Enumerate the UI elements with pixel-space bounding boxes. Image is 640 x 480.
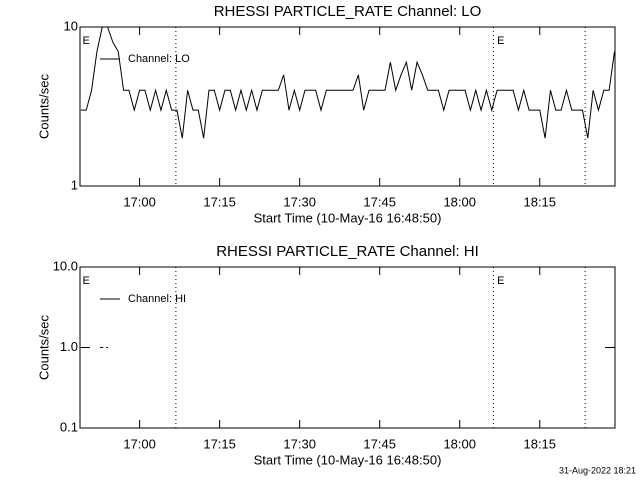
data-line (80, 26, 615, 139)
x-axis-label: Start Time (10-May-16 16:48:50) (254, 210, 442, 225)
x-tick-label: 18:15 (523, 436, 556, 451)
legend-label: Channel: LO (128, 53, 190, 65)
event-marker: E (83, 275, 90, 287)
x-tick-label: 17:15 (203, 436, 236, 451)
chart-title: RHESSI PARTICLE_RATE Channel: LO (214, 3, 482, 20)
x-tick-label: 18:15 (523, 194, 556, 209)
y-axis-label: Counts/sec (36, 314, 51, 380)
y-axis-label: Counts/sec (36, 73, 51, 139)
y-tick-label: 10 (64, 18, 78, 33)
y-tick-label: 1.0 (60, 339, 78, 354)
y-tick-label: 10.0 (53, 258, 78, 273)
event-marker: E (83, 35, 90, 47)
x-tick-label: 18:00 (443, 194, 476, 209)
x-tick-label: 17:45 (363, 436, 396, 451)
event-marker: E (497, 275, 504, 287)
chart-title: RHESSI PARTICLE_RATE Channel: HI (216, 243, 479, 260)
event-marker: E (497, 35, 504, 47)
x-tick-label: 17:45 (363, 194, 396, 209)
plot-frame (79, 26, 616, 187)
x-axis-label: Start Time (10-May-16 16:48:50) (254, 452, 442, 467)
footer-timestamp: 31-Aug-2022 18:21 (559, 465, 636, 475)
legend-label: Channel: HI (128, 293, 186, 305)
x-tick-label: 18:00 (443, 436, 476, 451)
y-tick-label: 1 (71, 177, 78, 192)
x-tick-label: 17:30 (283, 194, 316, 209)
y-tick-label: 0.1 (60, 419, 78, 434)
x-tick-label: 17:30 (283, 436, 316, 451)
x-tick-label: 17:15 (203, 194, 236, 209)
plot-frame (79, 266, 616, 429)
x-tick-label: 17:00 (123, 194, 156, 209)
x-tick-label: 17:00 (123, 436, 156, 451)
